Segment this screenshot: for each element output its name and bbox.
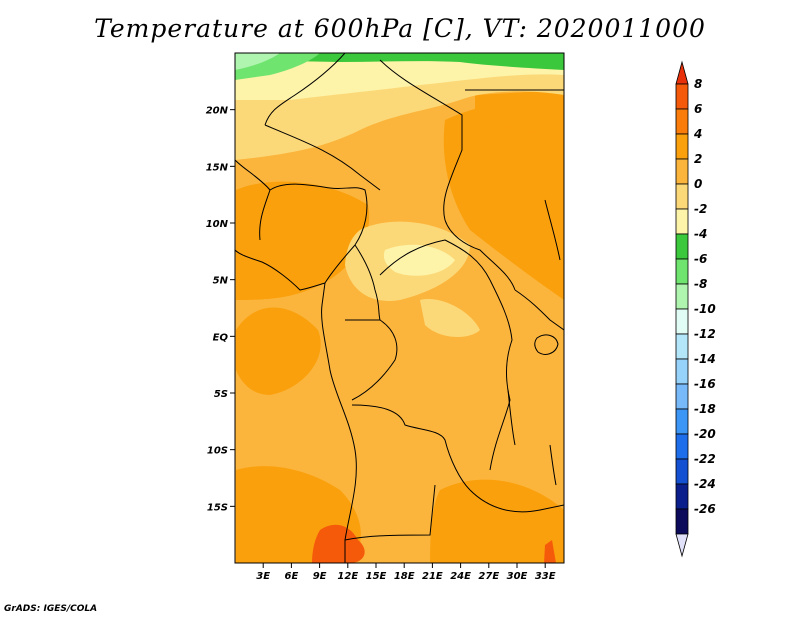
colorbar-segment (675, 408, 689, 435)
lon-tick-label: 15E (366, 571, 387, 582)
field-warm-southeast (430, 479, 564, 563)
map-title: Temperature at 600hPa [C], VT: 202001100… (94, 14, 706, 43)
border-drc-angola (351, 404, 471, 491)
temperature-field (235, 53, 564, 563)
colorbar-label: -24 (694, 477, 716, 491)
colorbar-label: -12 (694, 327, 716, 341)
field-warm-northeast (475, 90, 564, 140)
border-west-interior (235, 159, 271, 241)
lon-tick-label: 12E (337, 571, 358, 582)
field-cold-north-lighter (235, 53, 280, 70)
border-drc-east (489, 279, 513, 471)
country-borders (235, 53, 564, 563)
coastline-west-africa (235, 249, 357, 563)
field-hot-southeast (544, 540, 556, 563)
colorbar-label: 6 (694, 102, 702, 116)
lon-tick-label: 24E (450, 571, 471, 582)
field-warm-southwest (236, 307, 321, 395)
lat-tick-label: 20N (206, 106, 229, 117)
grads-credit: GrADS: IGES/COLA (4, 604, 98, 614)
colorbar-label: -10 (694, 302, 716, 316)
colorbar-segment (675, 383, 689, 410)
border-angola-south (344, 484, 436, 541)
colorbar-label: 4 (693, 127, 702, 141)
colorbar-segment (675, 108, 689, 135)
map-frame (234, 52, 565, 564)
border-sudan-ethiopia (544, 199, 561, 261)
colorbar-segment (675, 158, 689, 185)
lakes (507, 334, 559, 486)
colorbar-label: 2 (694, 152, 702, 166)
colorbar-segment (675, 308, 689, 335)
lon-tick-label: 18E (394, 571, 415, 582)
colorbar-label: -20 (694, 427, 716, 441)
colorbar: 8 6 4 2 0 -2 -4 -6 -8 -10 -12 -14 -16 -18 -20 -22 -24 -26 (675, 60, 716, 558)
colorbar-segment (675, 133, 689, 160)
field-warm-west-africa (236, 181, 370, 300)
border-libya-chad (379, 59, 463, 221)
colorbar-segment (675, 208, 689, 235)
colorbar-label: -8 (694, 277, 707, 291)
border-algeria-libya (264, 53, 346, 126)
field-pale-central (383, 244, 455, 276)
lon-tick-label: 30E (507, 571, 528, 582)
border-chad-sudan (444, 219, 516, 291)
lon-tick-label: 27E (478, 571, 499, 582)
lon-tick-label: 33E (535, 571, 556, 582)
lat-tick-label: 10S (207, 446, 228, 457)
field-cool-congo (420, 299, 480, 337)
lake-malawi (549, 444, 557, 486)
latitude-axis: 20N 15N 10N 5N EQ 5S 10S 15S (206, 106, 235, 513)
border-cameroon (345, 244, 381, 321)
colorbar-label: 0 (694, 177, 702, 191)
field-cold-north-band (235, 53, 564, 70)
lat-tick-label: EQ (213, 332, 229, 343)
colorbar-top-arrow (675, 60, 689, 85)
colorbar-segment (675, 333, 689, 360)
colorbar-segment (675, 258, 689, 285)
colorbar-segment (675, 483, 689, 510)
colorbar-label: -2 (694, 202, 707, 216)
lake-victoria (534, 334, 559, 355)
colorbar-label: -4 (694, 227, 707, 241)
colorbar-segment (675, 358, 689, 385)
colorbar-label: -14 (694, 352, 716, 366)
border-nigeria (269, 183, 368, 284)
lat-tick-label: 15S (207, 502, 228, 513)
lake-tanganyika (507, 389, 516, 446)
border-niger-north (264, 124, 381, 191)
field-hot-south (312, 524, 365, 563)
colorbar-bottom-arrow (675, 533, 689, 558)
colorbar-label: -16 (694, 377, 716, 391)
lon-tick-label: 6E (285, 571, 299, 582)
colorbar-segment (675, 508, 689, 535)
border-congo-drc (351, 319, 398, 401)
border-zambia (469, 489, 564, 513)
colorbar-label: -18 (694, 402, 716, 416)
colorbar-segment (675, 233, 689, 260)
border-east-africa (514, 289, 564, 331)
lon-tick-label: 21E (422, 571, 443, 582)
lat-tick-label: 10N (206, 219, 229, 230)
border-car (379, 239, 491, 281)
lat-tick-label: 5S (214, 389, 228, 400)
lon-tick-label: 3E (256, 571, 270, 582)
longitude-axis: 3E 6E 9E 12E 15E 18E 21E 24E 27E 30E 33E (256, 563, 556, 582)
colorbar-segment (675, 183, 689, 210)
colorbar-label: -6 (694, 252, 707, 266)
lat-tick-label: 15N (206, 162, 229, 173)
colorbar-label: -22 (694, 452, 716, 466)
colorbar-segment (675, 283, 689, 310)
colorbar-segment (675, 458, 689, 485)
lat-tick-label: 5N (213, 276, 229, 287)
field-warm-east (443, 101, 564, 300)
colorbar-segment (675, 83, 689, 110)
colorbar-label: -26 (694, 502, 716, 516)
lon-tick-label: 9E (313, 571, 327, 582)
colorbar-segment (675, 433, 689, 460)
colorbar-label: 8 (694, 77, 702, 91)
